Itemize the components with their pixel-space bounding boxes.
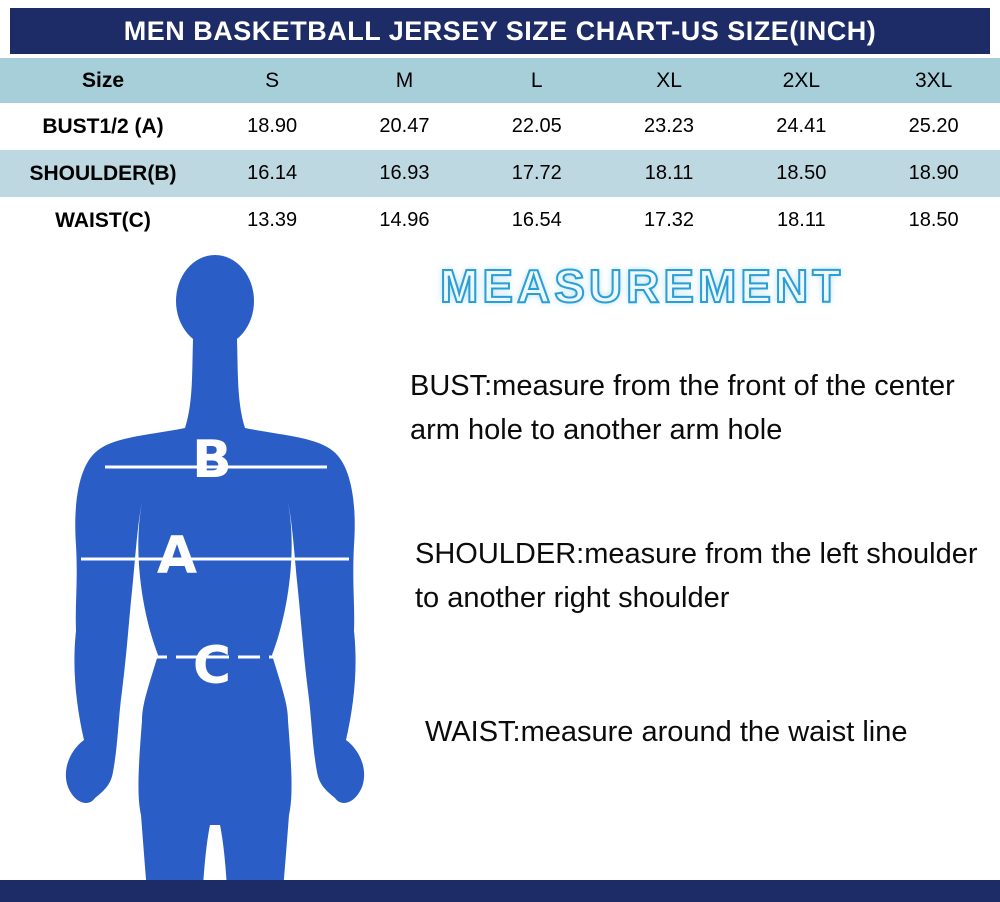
table-cell: 18.90 <box>908 162 959 184</box>
page-title: MEN BASKETBALL JERSEY SIZE CHART-US SIZE… <box>10 8 990 54</box>
table-cell: 17.32 <box>644 209 695 231</box>
figure-body <box>65 339 365 902</box>
column-header-size: Size <box>81 68 125 92</box>
column-header-m: M <box>395 68 414 92</box>
table-cell: 24.41 <box>776 115 827 137</box>
bust-measurement-note: BUST:measure from the front of the cente… <box>410 370 955 446</box>
column-header-l: L <box>530 68 543 92</box>
column-header-3xl: 3XL <box>914 68 953 92</box>
table-row-shoulder: SHOULDER(B) 16.14 16.93 17.72 18.11 18.5… <box>0 150 1000 197</box>
table-cell: 18.50 <box>908 209 959 231</box>
table-cell: 23.23 <box>644 115 695 137</box>
table-row-waist: WAIST(C) 13.39 14.96 16.54 17.32 18.11 1… <box>0 197 1000 244</box>
row-label-waist: WAIST(C) <box>55 208 151 232</box>
table-row-bust: BUST1/2 (A) 18.90 20.47 22.05 23.23 24.4… <box>0 103 1000 150</box>
table-cell: 14.96 <box>379 209 430 231</box>
column-header-xl: XL <box>656 68 682 92</box>
row-label-bust: BUST1/2 (A) <box>42 114 164 138</box>
table-cell: 18.11 <box>777 209 826 231</box>
figure-label-c: C <box>193 636 231 696</box>
column-header-s: S <box>265 68 280 92</box>
table-cell: 18.11 <box>644 162 694 184</box>
measurement-title: MEASUREMENT <box>439 259 845 313</box>
table-cell: 20.47 <box>379 115 430 137</box>
measurement-section: B A C MEASUREMENT BUST:measure from the … <box>0 245 1000 902</box>
table-cell: 16.54 <box>511 209 562 231</box>
column-header-2xl: 2XL <box>782 68 821 92</box>
figure-label-b: B <box>192 430 232 490</box>
table-cell: 13.39 <box>247 209 298 231</box>
table-cell: 16.93 <box>379 162 430 184</box>
row-label-shoulder: SHOULDER(B) <box>29 161 177 185</box>
table-cell: 16.14 <box>247 162 298 184</box>
table-cell: 25.20 <box>908 115 959 137</box>
body-silhouette-figure: B A C <box>65 255 365 902</box>
table-header-row: Size S M L XL 2XL 3XL <box>0 58 1000 103</box>
table-cell: 18.90 <box>247 115 298 137</box>
table-cell: 17.72 <box>511 162 562 184</box>
figure-label-a: A <box>157 526 197 586</box>
bottom-bar <box>0 880 1000 902</box>
table-cell: 22.05 <box>511 115 562 137</box>
table-cell: 18.50 <box>776 162 827 184</box>
shoulder-measurement-note: SHOULDER:measure from the left shoulder … <box>415 538 978 614</box>
waist-measurement-note: WAIST:measure around the waist line <box>425 716 908 748</box>
size-table: Size S M L XL 2XL 3XL BUST1/2 (A) 18.90 … <box>0 58 1000 244</box>
